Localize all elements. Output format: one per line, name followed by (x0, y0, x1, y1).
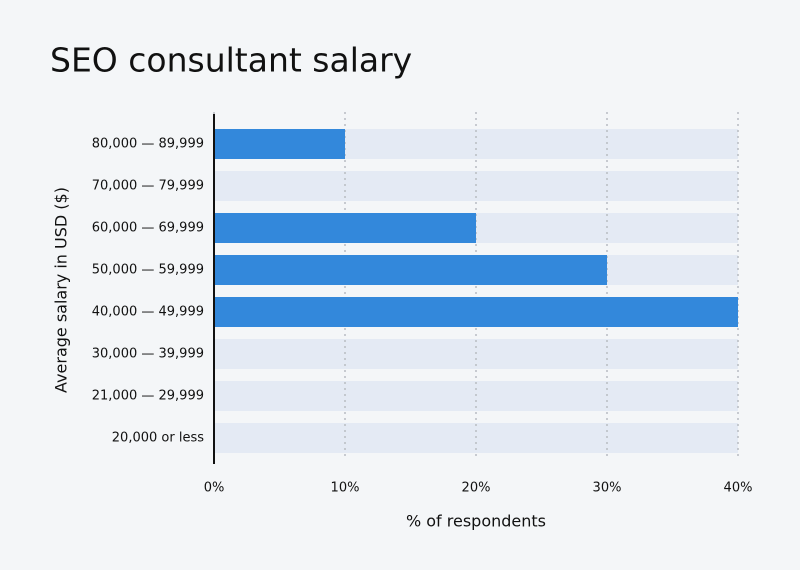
y-tick-label: 70,000 — 79,999 (92, 179, 204, 194)
y-axis-label: Average salary in USD ($) (52, 187, 71, 393)
bar (214, 297, 738, 327)
y-tick-label: 50,000 — 59,999 (92, 263, 204, 278)
x-axis-label: % of respondents (406, 512, 546, 531)
x-tick-label: 0% (204, 481, 225, 496)
x-tick-label: 30% (593, 481, 622, 496)
y-tick-label: 30,000 — 39,999 (92, 347, 204, 362)
y-tick-label: 60,000 — 69,999 (92, 221, 204, 236)
x-tick-label: 40% (724, 481, 753, 496)
y-tick-label: 40,000 — 49,999 (92, 305, 204, 320)
y-tick-label: 80,000 — 89,999 (92, 137, 204, 152)
bar (214, 129, 345, 159)
bar (214, 255, 607, 285)
bar (214, 213, 476, 243)
x-tick-label: 10% (331, 481, 360, 496)
y-tick-label: 21,000 — 29,999 (92, 389, 204, 404)
x-tick-label: 20% (462, 481, 491, 496)
chart-title: SEO consultant salary (50, 41, 412, 80)
y-tick-label: 20,000 or less (112, 431, 204, 446)
